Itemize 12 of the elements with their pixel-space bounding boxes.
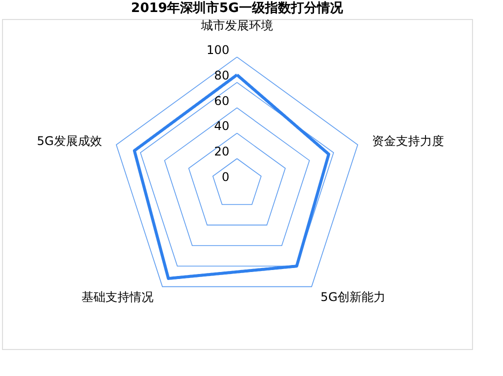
spoke-label: 基础支持情况 — [81, 290, 154, 304]
y-tick-label: 40 — [214, 119, 230, 134]
y-tick-label: 20 — [214, 144, 230, 159]
y-tick-label: 60 — [214, 94, 230, 108]
spoke-label: 资金支持力度 — [372, 134, 444, 148]
y-tick-label: 100 — [206, 43, 230, 58]
y-tick-label: 0 — [222, 170, 230, 184]
y-tick-label: 80 — [214, 68, 230, 82]
spoke-label: 城市发展环境 — [200, 18, 273, 32]
chart-title: 2019年深圳市5G一级指数打分情况 — [131, 0, 344, 16]
spoke-label: 5G发展成效 — [36, 134, 102, 148]
spoke-label: 5G创新能力 — [320, 290, 386, 304]
